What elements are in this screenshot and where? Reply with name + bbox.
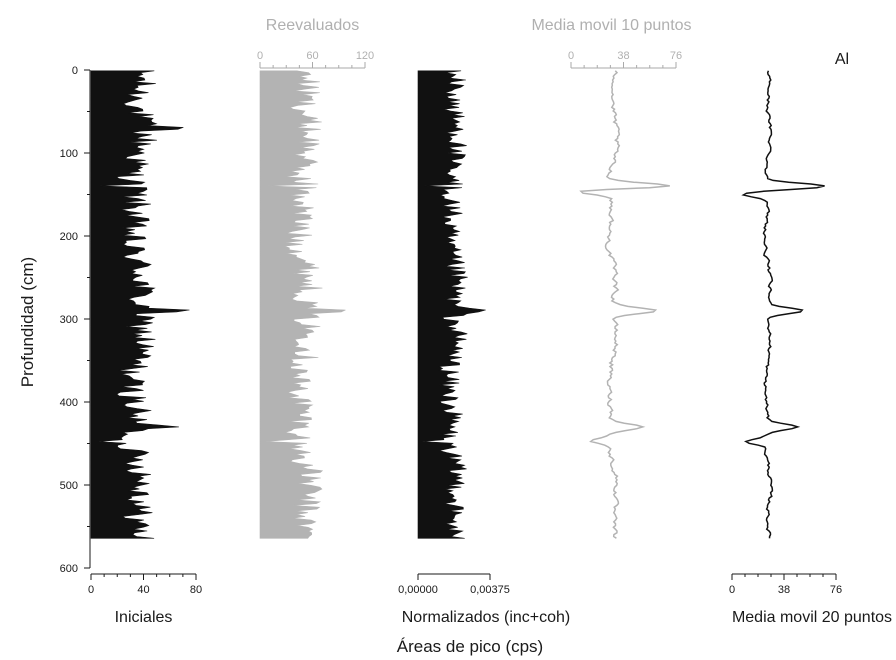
x-tick-label: 0	[257, 50, 263, 62]
x-tick-label: 38	[617, 50, 629, 62]
x-tick-label: 0	[568, 50, 574, 62]
y-tick-label: 300	[60, 314, 78, 326]
x-axis-label: Áreas de pico (cps)	[397, 637, 543, 656]
x-tick-label: 0	[729, 584, 735, 596]
x-tick-label: 76	[670, 50, 682, 62]
y-axis-label: Profundidad (cm)	[18, 257, 37, 387]
panel-media10: 0 38 76 Media movil 10 puntos	[531, 17, 691, 538]
y-tick-label: 0	[72, 65, 78, 77]
y-tick-label: 600	[60, 563, 78, 575]
panel-label-media10: Media movil 10 puntos	[531, 17, 691, 34]
element-label: Al	[835, 51, 849, 68]
y-tick-label: 500	[60, 480, 78, 492]
x-tick-label: 40	[137, 584, 149, 596]
panel-media20: 0 38 76 Media movil 20 puntos	[729, 71, 892, 626]
x-tick-label: 76	[830, 584, 842, 596]
panel-reevaluados: 0 60 120 Reevaluados	[257, 17, 374, 538]
chart-marks: 0 100 200 300 400 500 600 0 40 80 Iniciales 0 60 120 R…	[60, 17, 892, 626]
y-axis: 0 100 200 300 400 500 600	[60, 65, 90, 575]
x-tick-label: 60	[306, 50, 318, 62]
x-tick-label: 120	[356, 50, 374, 62]
x-tick-label: 38	[778, 584, 790, 596]
series-area-iniciales	[91, 71, 190, 539]
panel-label-iniciales: Iniciales	[115, 609, 173, 626]
series-line-media10	[581, 71, 670, 539]
panel-iniciales: 0 40 80 Iniciales	[88, 71, 202, 626]
series-area-reevaluados	[260, 71, 346, 539]
x-tick-label: 80	[190, 584, 202, 596]
panel-normalizados: 0,00000 0,00375 Normalizados (inc+coh)	[398, 71, 570, 626]
y-tick-label: 200	[60, 231, 78, 243]
series-line-media20	[743, 71, 824, 539]
y-tick-label: 400	[60, 397, 78, 409]
series-area-normalizados	[418, 71, 486, 539]
y-tick-label: 100	[60, 148, 78, 160]
x-tick-label: 0	[88, 584, 94, 596]
x-tick-label: 0,00375	[470, 584, 510, 596]
panel-label-media20: Media movil 20 puntos	[732, 609, 892, 626]
x-tick-label: 0,00000	[398, 584, 438, 596]
panel-label-normalizados: Normalizados (inc+coh)	[402, 609, 571, 626]
panel-label-reevaluados: Reevaluados	[266, 17, 359, 34]
